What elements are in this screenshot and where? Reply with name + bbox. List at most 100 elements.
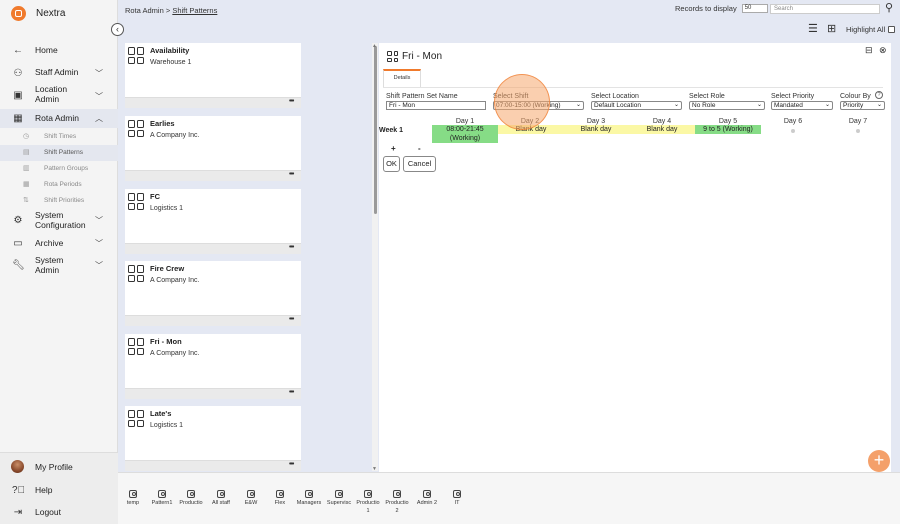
breadcrumb-current[interactable]: Shift Patterns (172, 6, 218, 15)
scroll-up-icon[interactable]: ▲ (372, 43, 377, 49)
tray-item[interactable]: Pattern1 (149, 490, 175, 508)
tray-item[interactable]: Productio 1 (355, 490, 381, 514)
card-subtitle: A Company Inc. (150, 350, 200, 357)
cancel-button[interactable]: Cancel (403, 156, 436, 172)
nav-archive[interactable]: ▭ Archive ﹀ (0, 237, 118, 249)
nav-location-admin[interactable]: ▣ Location Admin ﹀ (0, 84, 118, 106)
colour-by-label: Colour By (840, 93, 871, 100)
help-icon[interactable]: ? (875, 91, 883, 99)
shift-cell[interactable]: Blank day (629, 125, 695, 134)
shift-cell[interactable]: 08:00-21:45 (Working) (432, 125, 498, 143)
pattern-card[interactable]: Fire Crew A Company Inc. ••• (125, 261, 301, 326)
nav-rota-admin[interactable]: ▦ Rota Admin ︿ (0, 109, 118, 128)
sub-shift-patterns[interactable]: ▤ Shift Patterns (0, 145, 118, 161)
pattern-card[interactable]: Fri - Mon A Company Inc. ••• (125, 334, 301, 399)
select-location-dropdown[interactable]: Default Location ⌄ (591, 101, 682, 110)
shift-cell[interactable]: Blank day (498, 125, 564, 134)
card-footer: ••• (125, 315, 301, 326)
detail-title: Fri - Mon (402, 51, 442, 62)
scrollbar-thumb[interactable] (374, 46, 377, 214)
user-badge-icon (276, 490, 284, 498)
add-pattern-button[interactable]: + (868, 450, 890, 472)
tray-item[interactable]: All staff (208, 490, 234, 508)
select-priority-value: Mandated (774, 102, 803, 109)
clock-icon: ◷ (23, 133, 30, 140)
scroll-down-icon[interactable]: ▼ (372, 466, 377, 472)
avatar[interactable] (11, 460, 24, 473)
tab-details[interactable]: Details (383, 69, 421, 87)
day-header: Day 2 (520, 118, 540, 125)
card-title: Availability (150, 46, 190, 55)
add-week-button[interactable]: + (391, 144, 396, 153)
colour-by-dropdown[interactable]: Priority ⌄ (840, 101, 885, 110)
pattern-card[interactable]: FC Logistics 1 ••• (125, 189, 301, 254)
brand[interactable]: Nextra (11, 6, 65, 21)
nav-system-admin[interactable]: 🔧︎ System Admin ﹀ (0, 255, 118, 277)
location-pin-icon (247, 490, 255, 498)
empty-cell-marker[interactable] (856, 129, 860, 133)
tray-item[interactable]: Admin 2 (414, 490, 440, 508)
nav-archive-label: Archive (35, 237, 64, 248)
nav-staff-admin[interactable]: ⚇ Staff Admin ﹀ (0, 66, 118, 80)
highlight-all[interactable]: Highlight All (846, 25, 896, 34)
card-menu-icon[interactable]: ••• (289, 389, 294, 396)
select-priority-dropdown[interactable]: Mandated ⌄ (771, 101, 833, 110)
breadcrumb-root[interactable]: Rota Admin > (125, 6, 171, 15)
sub-shift-times[interactable]: ◷ Shift Times (0, 129, 118, 145)
nav-home[interactable]: ← Home (0, 44, 118, 56)
sub-shift-times-label: Shift Times (44, 133, 77, 140)
nav-help[interactable]: ?⃞ Help (0, 484, 118, 496)
grid-view-icon[interactable]: ⊞ (827, 23, 837, 35)
card-menu-icon[interactable]: ••• (289, 316, 294, 323)
search-input[interactable]: Search (770, 4, 880, 14)
tray-label: Productio (385, 500, 409, 506)
maximize-icon[interactable]: ⊟ (865, 45, 873, 55)
nav-logout[interactable]: ⇥ Logout (0, 506, 118, 518)
search-icon[interactable]: ⚲ (885, 2, 894, 14)
card-menu-icon[interactable]: ••• (289, 244, 294, 251)
tray-item[interactable]: Managers (296, 490, 322, 508)
sub-rota-periods[interactable]: ▦ Rota Periods (0, 177, 118, 193)
scrollbar-track[interactable] (372, 43, 378, 471)
shift-cell[interactable]: Blank day (563, 125, 629, 134)
set-name-input[interactable]: Fri - Mon (386, 101, 486, 110)
card-menu-icon[interactable]: ••• (289, 98, 294, 105)
pattern-card[interactable]: Earlies A Company Inc. ••• (125, 116, 301, 181)
chevron-down-icon: ﹀ (95, 261, 103, 270)
tray-item[interactable]: Productio 2 (384, 490, 410, 514)
card-menu-icon[interactable]: ••• (289, 171, 294, 178)
tray-item[interactable]: Flex (267, 490, 293, 508)
tray-item[interactable]: E&W (238, 490, 264, 508)
tray-item[interactable]: Supervisc (326, 490, 352, 508)
sub-shift-priorities[interactable]: ⇅ Shift Priorities (0, 193, 118, 209)
sub-pattern-groups[interactable]: ▥ Pattern Groups (0, 161, 118, 177)
remove-week-button[interactable]: - (418, 144, 421, 153)
chevron-up-icon: ︿ (95, 114, 103, 123)
tray-label: Admin 2 (416, 500, 438, 506)
pattern-card[interactable]: Availability Warehouse 1 ••• (125, 43, 301, 108)
highlight-all-checkbox[interactable] (888, 26, 896, 33)
tray-item[interactable]: IT (444, 490, 470, 508)
shift-cell[interactable]: 9 to 5 (Working) (695, 125, 761, 134)
card-menu-icon[interactable]: ••• (289, 461, 294, 468)
close-icon[interactable]: ⊗ (879, 45, 887, 55)
chevron-down-icon: ﹀ (95, 69, 103, 78)
list-view-icon[interactable]: ☰ (808, 23, 818, 35)
collapse-sidebar-button[interactable]: ‹ (111, 23, 124, 36)
select-shift-label: Select Shift (493, 93, 529, 100)
select-role-dropdown[interactable]: No Role ⌄ (689, 101, 765, 110)
tray-item[interactable]: temp (120, 490, 146, 508)
ok-button[interactable]: OK (383, 156, 400, 172)
nav-my-profile-label: My Profile (35, 461, 73, 472)
empty-cell-marker[interactable] (791, 129, 795, 133)
tray-label: All staff (212, 500, 230, 506)
select-shift-dropdown[interactable]: 07:00-15:00 (Working) ⌄ (493, 101, 584, 110)
pattern-card[interactable]: Late's Logistics 1 ••• (125, 406, 301, 471)
nav-system-configuration[interactable]: ⚙ System Configuration ﹀ (0, 210, 118, 232)
nav-my-profile[interactable]: My Profile (0, 461, 118, 473)
calendar-small-icon: ▦ (23, 181, 30, 188)
records-input[interactable]: 50 (741, 4, 768, 13)
card-footer: ••• (125, 243, 301, 254)
nav-help-label: Help (35, 484, 53, 495)
tray-item[interactable]: Productio (178, 490, 204, 508)
